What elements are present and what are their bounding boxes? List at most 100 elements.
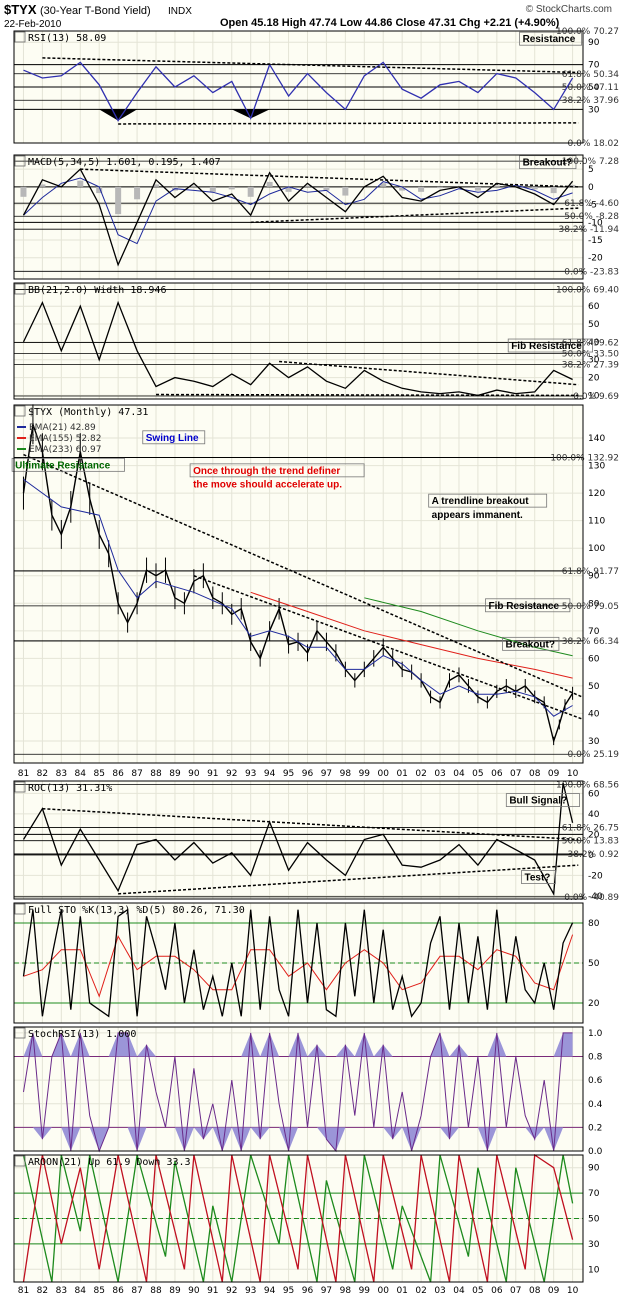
macd-series: [22, 168, 574, 267]
bbwidth-tick-label: 30: [588, 356, 600, 366]
macd-tick-label: -5: [588, 201, 597, 211]
stoch-tick-label: 20: [588, 999, 600, 1009]
x-axis-label: 10: [567, 769, 579, 779]
macd-histogram-bar: [209, 186, 216, 192]
panel-rsi: 90 70 50 30 100.0% 70.27 61.8% 50.34 50.0% 47.…: [13, 27, 619, 149]
bbwidth-tick-label: 60: [588, 302, 600, 312]
aroon-tick-label: 90: [588, 1164, 600, 1174]
bbwidth-tick-label: 20: [588, 374, 600, 384]
roc-background: [14, 781, 583, 899]
x-axis-label: 84: [75, 1286, 87, 1296]
roc-panel-toggle[interactable]: [14, 781, 26, 793]
price-fib-label: 0.0% 25.19: [568, 750, 620, 760]
bbwidth-annotation: Fib Resistance: [511, 341, 582, 352]
rsi-trendline: [42, 57, 579, 74]
bbwidth-panel-toggle[interactable]: [14, 283, 26, 295]
price-fib-label: 100.0% 132.92: [550, 454, 619, 464]
macd-histogram-bar: [190, 185, 197, 187]
bbwidth-trendline: [156, 393, 579, 397]
roc-tick-label: 60: [588, 789, 600, 799]
x-axis-label: 00: [378, 1286, 390, 1296]
stochrsi-oversold-fill: [23, 1127, 573, 1151]
macd-fib-label: 61.8% -4.60: [564, 199, 619, 209]
bbwidth-tick-label: 40: [588, 338, 600, 348]
x-axis-label: 93: [245, 1286, 256, 1296]
bbwidth-fib-label: 61.8% 39.62: [562, 339, 619, 349]
price-annotation: Swing Line: [146, 433, 199, 444]
macd-histogram-bar: [380, 183, 387, 187]
macd-fib-label: 50.0% -8.28: [564, 212, 619, 222]
x-axis-label: 86: [112, 769, 124, 779]
macd-histogram-bar: [285, 186, 292, 192]
price-annotation: Breakout?: [506, 639, 555, 650]
x-axis-label: 94: [264, 769, 276, 779]
x-axis-label: 92: [226, 769, 237, 779]
x-axis-label: 98: [340, 1286, 352, 1296]
stoch-frame: [13, 902, 584, 1024]
roc-frame: [13, 780, 584, 900]
rsi-panel-toggle[interactable]: [14, 31, 26, 43]
legend-entry: EMA(21) 42.89: [29, 423, 96, 433]
roc-fib-label: 0.0% -40.89: [564, 893, 619, 903]
roc-series: [22, 782, 574, 897]
x-axis-label: 88: [150, 1286, 162, 1296]
stochrsi-panel-toggle[interactable]: [14, 1027, 26, 1039]
macd-signal-line: [23, 177, 573, 245]
macd-histogram-bar: [304, 185, 311, 187]
macd-histogram-bar: [134, 186, 141, 200]
x-axis-label: 06: [491, 769, 503, 779]
aroon-tick-label: 10: [588, 1265, 600, 1275]
price-panel-label: $TYX (Monthly) 47.31: [28, 407, 148, 418]
panel-aroon: 90 70 50 30 10 81 82 83 84 85 86 87 88 89 90 91 92 93 94 95…: [13, 1153, 600, 1296]
x-axis-label: 09: [548, 769, 560, 779]
aroon-panel-label: AROON(21) Up 61.9 Down 33.3: [28, 1157, 191, 1168]
rsi-annotation-box: [519, 31, 582, 46]
x-axis-label: 01: [396, 769, 407, 779]
macd-histogram-bar: [20, 186, 27, 197]
macd-tick-label: 0: [588, 183, 594, 193]
x-axis-label: 85: [93, 769, 104, 779]
x-axis-label: 91: [207, 769, 218, 779]
x-axis-label: 82: [37, 1286, 48, 1296]
price-annotation: appears immanent.: [432, 510, 523, 521]
chart-date: 22-Feb-2010: [4, 19, 62, 30]
rsi-annotation: Resistance: [523, 34, 576, 45]
x-axis-label: 86: [112, 1286, 124, 1296]
x-axis-label: 99: [359, 1286, 371, 1296]
panel-price: 140 130 120 110 100 90 80 70 60 50 40 30 100.0% 132.…: [11, 404, 620, 779]
macd-histogram-bar: [39, 184, 46, 187]
watermark: © StockCharts.com: [526, 4, 612, 15]
roc-tick-label: 40: [588, 810, 600, 820]
x-axis-label: 04: [453, 769, 465, 779]
price-annotation: A trendline breakout: [432, 496, 530, 507]
x-axis-label: 05: [472, 1286, 483, 1296]
roc-fib-label: 61.8% 26.75: [562, 823, 619, 833]
ema21-line: [23, 478, 573, 717]
bbwidth-panel-label: BB(21,2.0) Width 18.946: [28, 285, 166, 296]
price-fib-label: 61.8% 91.77: [562, 567, 619, 577]
roc-panel-label: ROC(13) 31.31%: [28, 783, 112, 794]
macd-panel-toggle[interactable]: [14, 155, 26, 167]
macd-histogram-bar: [437, 186, 444, 189]
price-annotation-box: [189, 463, 365, 478]
aroon-panel-toggle[interactable]: [14, 1155, 26, 1167]
roc-trendline: [42, 807, 579, 841]
x-axis-label: 03: [434, 769, 445, 779]
panel-roc: 60 40 20 0 -20 -40 100.0% 68.56 61.8% 26.75 50.0…: [13, 780, 619, 903]
bbwidth-annotation-box: [507, 338, 594, 353]
bbwidth-background: [14, 283, 583, 399]
x-axis-label: 08: [529, 769, 541, 779]
stoch-panel-toggle[interactable]: [14, 903, 26, 915]
macd-histogram-bar: [266, 181, 273, 187]
macd-fib-label: 100.0% 7.28: [562, 157, 619, 167]
x-axis-label: 02: [415, 769, 426, 779]
rsi-tick-label: 30: [588, 105, 600, 115]
roc-annotation: Test?: [524, 873, 550, 884]
price-annotation-box: [502, 636, 560, 651]
symbol-name: (30-Year T-Bond Yield): [40, 5, 151, 17]
stoch-tick-label: 80: [588, 919, 600, 929]
x-axis-label: 94: [264, 1286, 276, 1296]
price-panel-toggle[interactable]: [14, 405, 26, 417]
macd-histogram-bar: [228, 186, 235, 190]
